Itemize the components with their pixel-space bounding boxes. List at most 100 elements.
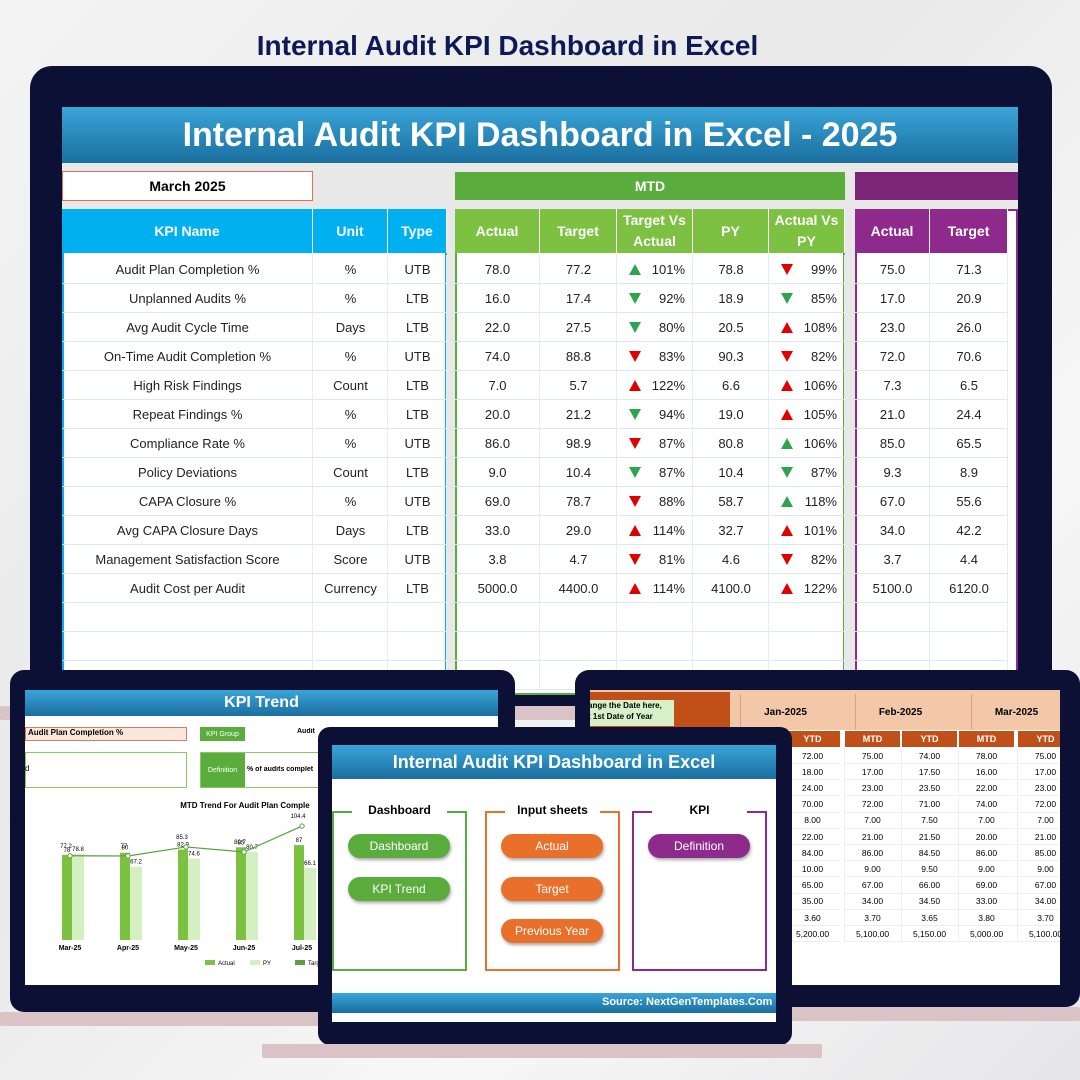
cell: 5000.0 xyxy=(477,581,518,596)
nav-button[interactable]: Dashboard xyxy=(348,834,450,858)
cell-border xyxy=(617,342,693,371)
cell: 74.00 xyxy=(958,796,1014,813)
definition: % of audits complet xyxy=(247,766,314,773)
cell-border xyxy=(388,603,447,632)
cell-border xyxy=(693,516,769,545)
arrow xyxy=(629,351,641,362)
cell-border xyxy=(540,632,617,661)
cell-border xyxy=(855,603,930,632)
cell: 17.50 xyxy=(901,764,957,781)
nav-button[interactable]: Actual xyxy=(501,834,603,858)
cell: 24.00 xyxy=(784,780,840,797)
cell: CAPA Closure % xyxy=(138,494,237,509)
cell-border xyxy=(455,313,540,342)
legend-swatch xyxy=(205,960,215,965)
cell: 65.00 xyxy=(784,877,840,894)
laptop-base xyxy=(770,1007,1080,1021)
cell: 5100.0 xyxy=(872,581,913,596)
month-selector[interactable]: March 2025 xyxy=(62,171,313,201)
cell: UTB xyxy=(404,349,431,364)
cell: Avg CAPA Closure Days xyxy=(116,523,259,538)
cell-border xyxy=(693,487,769,516)
nav-button[interactable]: Previous Year xyxy=(501,919,603,943)
cell: 10.00 xyxy=(784,861,840,878)
cell-border xyxy=(388,284,447,313)
kpi-selector[interactable]: Audit Plan Completion % xyxy=(25,727,187,741)
cell: % xyxy=(344,349,357,364)
cell-border xyxy=(540,371,617,400)
data-label: 80 xyxy=(122,846,129,852)
trend-banner: KPI Trend xyxy=(25,690,498,716)
x-tick-label: Apr-25 xyxy=(117,945,139,952)
cell-border xyxy=(62,284,313,313)
cell: 106% xyxy=(803,436,837,451)
main-screen: Internal Audit KPI Dashboard in Excel - … xyxy=(62,107,1018,695)
note-line: ange the Date here, xyxy=(590,701,662,710)
cell: 70.6 xyxy=(956,349,982,364)
cell: 66.00 xyxy=(901,877,957,894)
cell: 3.70 xyxy=(844,910,900,926)
column-header: Actual xyxy=(855,209,930,253)
cell: 84.50 xyxy=(901,845,957,862)
cell: 75.0 xyxy=(879,262,906,277)
bar xyxy=(72,854,84,940)
cell: 7.00 xyxy=(958,812,1014,829)
nav-button[interactable]: Target xyxy=(501,876,603,901)
cell-border xyxy=(855,429,930,458)
cell-border xyxy=(617,487,693,516)
cell: 34.50 xyxy=(901,893,957,910)
cell-border xyxy=(855,371,930,400)
cell: 80% xyxy=(658,320,685,335)
cell-border xyxy=(855,487,930,516)
cell-border xyxy=(62,342,313,371)
bar xyxy=(130,866,142,940)
arrow xyxy=(781,264,793,275)
cell: 17.4 xyxy=(565,291,592,306)
cell: 26.0 xyxy=(956,320,982,335)
cell: 99% xyxy=(810,262,837,277)
point xyxy=(67,853,73,859)
cell: 71.00 xyxy=(901,796,957,813)
kpi-group: Audit xyxy=(297,728,315,735)
sub-header: YTD xyxy=(784,731,840,747)
cell-border xyxy=(455,400,540,429)
cell: 4.4 xyxy=(959,552,979,567)
cell-border xyxy=(313,487,388,516)
cell: 80.8 xyxy=(718,436,744,451)
cell: 78.8 xyxy=(718,262,744,277)
cell-border xyxy=(540,545,617,574)
cell-border xyxy=(855,458,930,487)
cell-border xyxy=(540,487,617,516)
nav-button[interactable]: KPI Trend xyxy=(348,876,450,901)
cell-border xyxy=(617,545,693,574)
cell-border xyxy=(62,458,313,487)
nav-button[interactable]: Definition xyxy=(648,834,750,858)
cell: 67.00 xyxy=(1017,877,1060,894)
cell: Count xyxy=(333,465,368,480)
cell: 17.0 xyxy=(879,291,906,306)
cell: 94% xyxy=(658,407,685,422)
cell-border xyxy=(62,313,313,342)
cell-border xyxy=(540,342,617,371)
arrow xyxy=(629,264,641,275)
cell: Avg Audit Cycle Time xyxy=(126,320,249,335)
data-label: 66.1 xyxy=(304,861,316,867)
cell-border xyxy=(455,487,540,516)
cell-border xyxy=(769,400,845,429)
cell: 72.00 xyxy=(844,796,900,813)
cell: 3.7 xyxy=(883,552,902,567)
cell-border xyxy=(617,371,693,400)
cell: 77.2 xyxy=(565,262,592,277)
cell-border xyxy=(693,574,769,603)
cell: 20.5 xyxy=(718,320,744,335)
cell: 4.6 xyxy=(721,552,741,567)
cell-border xyxy=(540,255,617,284)
cell: 87% xyxy=(658,465,685,480)
cell: 9.3 xyxy=(883,465,902,480)
chart-title: MTD Trend For Audit Plan Comple xyxy=(180,800,310,810)
cell: 35.00 xyxy=(784,893,840,910)
note: ange the Date here, t 1st Date of Year xyxy=(590,700,674,726)
sub-header: YTD xyxy=(1017,731,1060,747)
cell-border xyxy=(540,313,617,342)
